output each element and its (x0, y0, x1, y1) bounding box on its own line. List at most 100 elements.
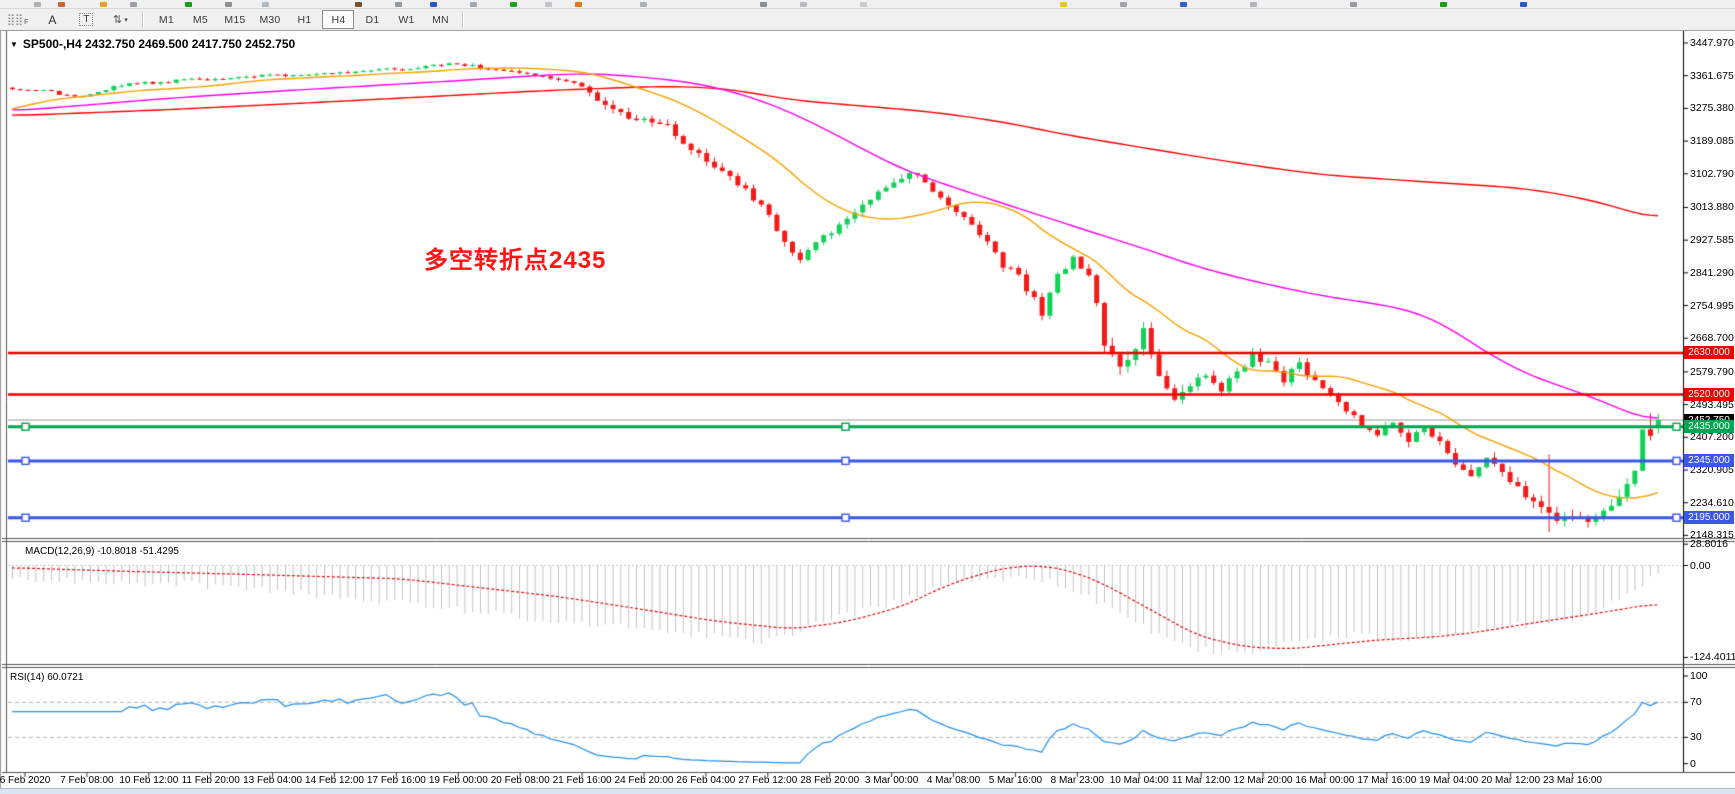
price-scale-label: 3189.085 (1690, 135, 1734, 148)
toolbar-icon[interactable] (225, 2, 232, 7)
toolbar-separator (142, 11, 145, 28)
price-scale-label: 3361.675 (1690, 69, 1734, 82)
price-scale-label: 2927.585 (1690, 234, 1734, 247)
toolbar-icon[interactable] (34, 2, 41, 7)
toolbar-icon[interactable] (640, 2, 647, 7)
timeframe-button-m1[interactable]: M1 (158, 13, 174, 26)
time-label: 5 Mar 16:00 (988, 775, 1043, 786)
timeframe-button-m15[interactable]: M15 (224, 13, 246, 26)
time-label: 14 Feb 12:00 (305, 775, 364, 786)
time-label: 11 Feb 20:00 (181, 775, 240, 786)
price-scale-label: 2148.315 (1690, 529, 1734, 542)
grid-icon: ⣿⣿ (7, 13, 24, 26)
time-label: 3 Mar 00:00 (864, 775, 919, 786)
toolbar-icon[interactable] (130, 2, 137, 7)
toolbar-icon[interactable] (1440, 2, 1447, 7)
crosshair-grid-tool[interactable]: ⣿⣿ F (1, 10, 34, 29)
time-label: 12 Mar 20:00 (1233, 775, 1293, 786)
time-label: 8 Mar 23:00 (1050, 775, 1104, 786)
price-scale-label: 2493.495 (1690, 398, 1734, 411)
toolbar-icon[interactable] (860, 2, 867, 7)
chart-symbol-title[interactable]: ▼ SP500-,H4 2432.750 2469.500 2417.750 24… (10, 37, 295, 51)
grid-icon-sub: F (24, 19, 29, 26)
timeframe-button-h1[interactable]: H1 (297, 13, 312, 26)
toolbar-icon[interactable] (100, 2, 107, 7)
text-a-icon: A (48, 12, 57, 27)
timeframe-button-m5[interactable]: M5 (192, 13, 208, 26)
price-scale-label: 2841.290 (1690, 266, 1734, 279)
toolbar-icon[interactable] (355, 2, 362, 7)
price-scale-label: 2234.610 (1690, 496, 1734, 509)
price-badge-2345: 2345.000 (1684, 454, 1734, 468)
price-scale-label: 2668.700 (1690, 332, 1734, 345)
price-scale-label: 3102.790 (1690, 167, 1734, 180)
time-label: 17 Mar 16:00 (1357, 775, 1417, 786)
arrow-objects-tool[interactable]: ⇅ ▾ (104, 10, 136, 29)
time-label: 26 Feb 04:00 (676, 775, 736, 786)
time-label: 24 Feb 20:00 (614, 775, 674, 786)
text-t-icon: T (79, 13, 94, 26)
time-label: 10 Feb 12:00 (119, 775, 179, 786)
macd-scale-label: 0.00 (1690, 559, 1711, 572)
time-label: 19 Feb 00:00 (428, 775, 488, 786)
price-scale-label: 3013.880 (1690, 201, 1734, 214)
toolbar-icon[interactable] (395, 2, 402, 7)
toolbar-icon[interactable] (185, 2, 192, 7)
price-badge-2435: 2435.000 (1684, 420, 1734, 434)
macd-indicator-label: MACD(12,26,9) -10.8018 -51.4295 (25, 546, 179, 557)
toolbar-icon[interactable] (430, 2, 437, 7)
time-label: 7 Feb 08:00 (60, 775, 114, 786)
toolbar-icon[interactable] (575, 2, 582, 7)
toolbar-icon[interactable] (545, 2, 552, 7)
toolbar-icon[interactable] (1180, 2, 1187, 7)
toolbar-icon[interactable] (1060, 2, 1067, 7)
horizontal-scrollbar[interactable] (0, 788, 1735, 794)
timeframe-button-d1[interactable]: D1 (365, 13, 380, 26)
price-scale-label: 3275.380 (1690, 102, 1734, 115)
timeframe-button-h4[interactable]: H4 (322, 10, 355, 29)
text-box-tool[interactable]: T (70, 10, 102, 29)
macd-scale-label: 28.8016 (1690, 538, 1728, 551)
toolbar-icon[interactable] (760, 2, 767, 7)
arrows-icon: ⇅ (113, 14, 123, 26)
toolbar-icon[interactable] (58, 2, 65, 7)
rsi-indicator-label: RSI(14) 60.0721 (10, 672, 84, 683)
toolbar-icon[interactable] (1250, 2, 1257, 7)
timeframe-button-m30[interactable]: M30 (259, 13, 281, 26)
price-scale-label: 3447.970 (1690, 37, 1734, 49)
rsi-scale-label: 30 (1690, 731, 1702, 744)
price-badge-2195: 2195.000 (1684, 511, 1734, 525)
toolbar-icons-strip (0, 0, 1735, 9)
time-label: 21 Feb 16:00 (552, 775, 612, 786)
time-label: 17 Feb 16:00 (366, 775, 426, 786)
time-label: 23 Mar 16:00 (1543, 775, 1602, 786)
price-scale-label: 2407.200 (1690, 431, 1734, 444)
time-label: 16 Mar 00:00 (1295, 775, 1355, 786)
toolbar-icon[interactable] (800, 2, 807, 7)
time-label: 11 Mar 12:00 (1172, 775, 1231, 786)
price-scale-label: 2754.995 (1690, 299, 1734, 312)
timeframe-button-mn[interactable]: MN (432, 13, 449, 26)
text-label-tool[interactable]: A (36, 10, 68, 29)
timeframe-button-w1[interactable]: W1 (398, 13, 415, 26)
time-label: 13 Feb 04:00 (243, 775, 303, 786)
time-label: 10 Mar 04:00 (1109, 775, 1169, 786)
toolbar-icon[interactable] (1120, 2, 1127, 7)
toolbar-icon[interactable] (1520, 2, 1527, 7)
toolbar-icon[interactable] (510, 2, 517, 7)
macd-scale-label: -124.4011 (1690, 651, 1735, 664)
rsi-scale-label: 100 (1690, 670, 1708, 682)
price-scale-label: 2579.790 (1690, 365, 1734, 378)
symbol-dropdown-icon[interactable]: ▼ (10, 40, 18, 49)
price-badge-2520: 2520.000 (1684, 388, 1734, 402)
time-label: 19 Mar 04:00 (1419, 775, 1479, 786)
time-label: 28 Feb 20:00 (800, 775, 860, 786)
toolbar-icon[interactable] (262, 2, 269, 7)
toolbar-icon[interactable] (1350, 2, 1357, 7)
toolbar-icon[interactable] (470, 2, 477, 7)
time-label: 4 Mar 08:00 (926, 775, 981, 786)
chart-text-annotation[interactable]: 多空转折点2435 (424, 247, 607, 274)
chevron-down-icon: ▾ (124, 16, 128, 24)
